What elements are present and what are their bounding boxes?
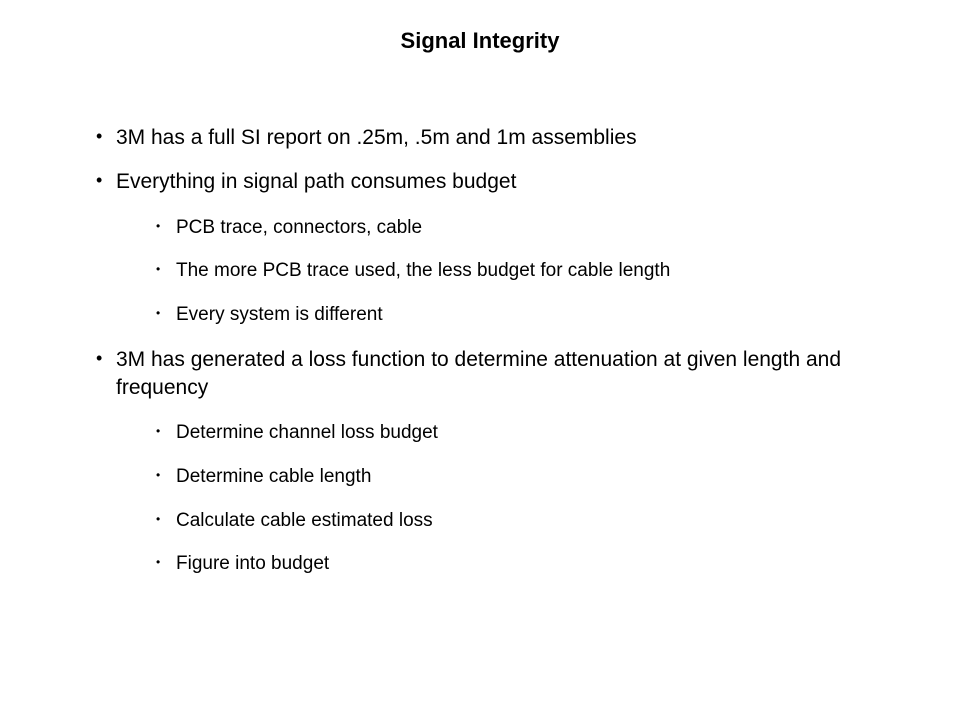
sub-bullet-item: Figure into budget — [156, 551, 880, 577]
sub-bullet-text: Figure into budget — [176, 553, 329, 574]
bullet-item: 3M has generated a loss function to dete… — [96, 346, 880, 577]
sub-bullet-text: The more PCB trace used, the less budget… — [176, 260, 670, 281]
slide-container: Signal Integrity 3M has a full SI report… — [0, 0, 960, 720]
bullet-list-inner: PCB trace, connectors, cable The more PC… — [116, 215, 880, 328]
sub-bullet-text: PCB trace, connectors, cable — [176, 217, 422, 238]
sub-bullet-item: Every system is different — [156, 302, 880, 328]
sub-bullet-item: Determine cable length — [156, 464, 880, 490]
sub-bullet-item: Calculate cable estimated loss — [156, 508, 880, 534]
sub-bullet-item: The more PCB trace used, the less budget… — [156, 258, 880, 284]
sub-bullet-item: PCB trace, connectors, cable — [156, 215, 880, 241]
slide-title: Signal Integrity — [80, 28, 880, 54]
sub-bullet-text: Calculate cable estimated loss — [176, 510, 433, 531]
sub-bullet-text: Determine channel loss budget — [176, 422, 438, 443]
bullet-list-outer: 3M has a full SI report on .25m, .5m and… — [80, 124, 880, 577]
bullet-list-inner: Determine channel loss budget Determine … — [116, 420, 880, 577]
bullet-text: Everything in signal path consumes budge… — [116, 170, 516, 193]
bullet-text: 3M has generated a loss function to dete… — [116, 348, 841, 399]
bullet-item: Everything in signal path consumes budge… — [96, 168, 880, 327]
bullet-item: 3M has a full SI report on .25m, .5m and… — [96, 124, 880, 152]
sub-bullet-text: Every system is different — [176, 304, 383, 325]
sub-bullet-item: Determine channel loss budget — [156, 420, 880, 446]
bullet-text: 3M has a full SI report on .25m, .5m and… — [116, 126, 637, 149]
sub-bullet-text: Determine cable length — [176, 466, 371, 487]
